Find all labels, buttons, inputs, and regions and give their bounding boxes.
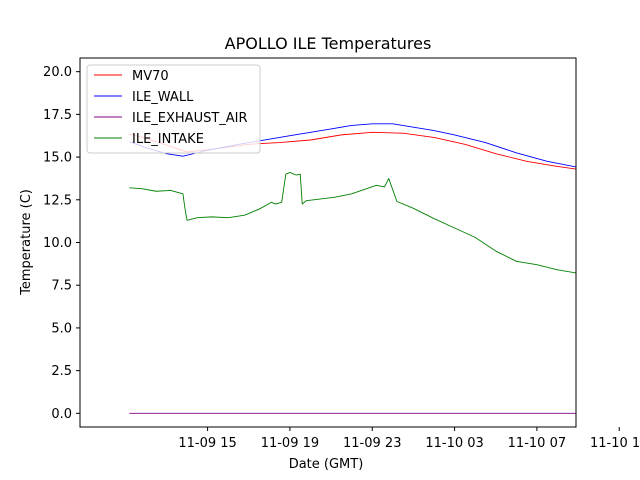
series-line-ile-intake [129,172,576,274]
x-tick-label: 11-10 03 [425,436,483,451]
y-axis: 0.0 2.5 5.0 7.5 10.0 12.5 15.0 17.5 20.0 [43,65,80,422]
y-tick-label: 12.5 [43,193,72,208]
y-tick-label: 7.5 [51,279,72,294]
y-tick-label: 2.5 [51,364,72,379]
x-tick-label: 11-09 19 [261,436,319,451]
legend-label-mv70: MV70 [132,69,169,84]
legend-label-ile-exhaust-air: ILE_EXHAUST_AIR [132,111,248,126]
legend-label-ile-intake: ILE_INTAKE [132,132,204,147]
y-tick-label: 10.0 [43,236,72,251]
x-tick-label: 11-10 07 [508,436,566,451]
y-tick-label: 5.0 [51,321,72,336]
chart-title: APOLLO ILE Temperatures [225,34,432,53]
y-tick-label: 0.0 [51,407,72,422]
legend: MV70 ILE_WALL ILE_EXHAUST_AIR ILE_INTAKE [86,64,261,154]
x-tick-label: 11-09 23 [343,436,401,451]
y-tick-label: 17.5 [43,108,72,123]
y-tick-label: 20.0 [43,65,72,80]
x-tick-label: 11-09 15 [178,436,236,451]
legend-box [86,64,261,154]
x-tick-label: 11-10 11 [590,436,640,451]
x-axis-label: Date (GMT) [289,457,364,472]
y-axis-label: Temperature (C) [19,189,34,296]
legend-label-ile-wall: ILE_WALL [132,90,194,105]
x-axis: 11-09 15 11-09 19 11-09 23 11-10 03 11-10 07… [178,427,640,451]
y-tick-label: 15.0 [43,151,72,166]
